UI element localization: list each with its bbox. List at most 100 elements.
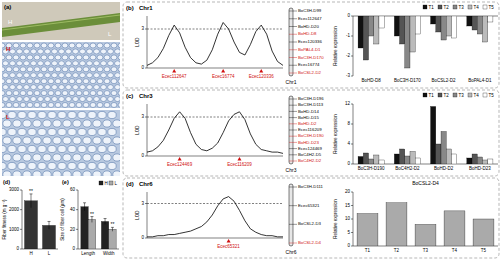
cell [63,171,71,176]
cell [93,137,101,144]
cell [48,162,56,169]
cell [10,49,16,54]
error-bar [48,221,51,229]
cell [45,49,51,54]
cell [43,137,51,144]
cell [101,49,107,54]
bars [81,203,116,249]
cell [43,154,51,161]
bar [405,16,410,68]
cell [103,120,111,127]
cell [98,111,106,118]
bar [394,16,399,36]
cell [83,120,91,127]
bar [446,16,451,36]
marker-arrow [172,69,176,73]
axis-title: Size of fiber cell (μm) [60,198,65,241]
threshold-line [147,117,283,118]
cell [104,102,110,107]
cell [48,79,54,84]
cell [98,145,106,152]
cell [17,97,23,102]
chromosome-name: Chr3 [286,167,297,173]
bar [415,16,420,34]
tick-label: 60 [70,187,76,192]
legend-swatch [453,5,457,9]
marker-line [289,243,297,244]
marker-arrow [227,239,231,243]
bar [451,16,456,38]
tick [351,219,353,220]
cell [3,120,11,127]
cell [18,162,26,169]
stem-photo [2,2,120,40]
cell [113,154,120,161]
legend-label: T1 [429,5,435,10]
bar [369,16,374,36]
cell [45,97,51,102]
cell [62,79,68,84]
tick-label: 0 [141,65,144,70]
marker-line [289,99,297,100]
bar [436,144,441,164]
tick [351,164,353,165]
y-axis [353,16,354,76]
cell [73,137,81,144]
photo-label: L [6,114,10,120]
photo-label: H [8,19,12,25]
cell [59,85,65,90]
cell [111,79,117,84]
cell [73,61,79,66]
significance: ** [90,211,94,217]
bar [451,154,456,164]
marker-line [289,187,297,188]
cell [3,97,9,102]
tick [20,209,22,210]
cell [80,49,86,54]
significance: ** [29,188,33,194]
legend-label: H [105,181,108,186]
bars [358,107,493,165]
cell [87,85,93,90]
cell [38,49,44,54]
cell [6,55,12,60]
cell [104,43,110,48]
cell [76,102,82,107]
photo-label: H [6,46,10,52]
marker-label: Ecec112647 [298,16,322,21]
tick [145,68,147,69]
cell [20,43,26,48]
title: Chr1 [139,5,153,11]
tick [20,229,22,230]
cell [3,171,11,176]
cell [48,67,54,72]
cell [97,67,103,72]
bar [357,214,378,246]
marker-line [289,105,297,106]
cell [3,154,11,161]
cell [17,73,23,78]
bar [415,224,436,246]
cell [6,79,12,84]
cell [6,102,12,107]
marker-arrow [237,157,241,161]
cell [34,43,40,48]
tick-label: 20 [345,189,351,194]
tick [351,16,353,17]
title: Chr6 [139,181,153,187]
cell [90,79,96,84]
cell [27,79,33,84]
cell [10,61,16,66]
cell [48,43,54,48]
category-label: Width [103,251,115,256]
cell [45,61,51,66]
legend-swatch [483,93,487,97]
cell [23,120,31,127]
figure: (a)HLHL(d)0100020003000Fiber fitness (m … [0,0,500,259]
error-bar [83,203,86,211]
cell [111,67,117,72]
bar [467,16,472,26]
marker-line [289,136,297,137]
stem-highlight [2,15,120,30]
cell [88,145,96,152]
